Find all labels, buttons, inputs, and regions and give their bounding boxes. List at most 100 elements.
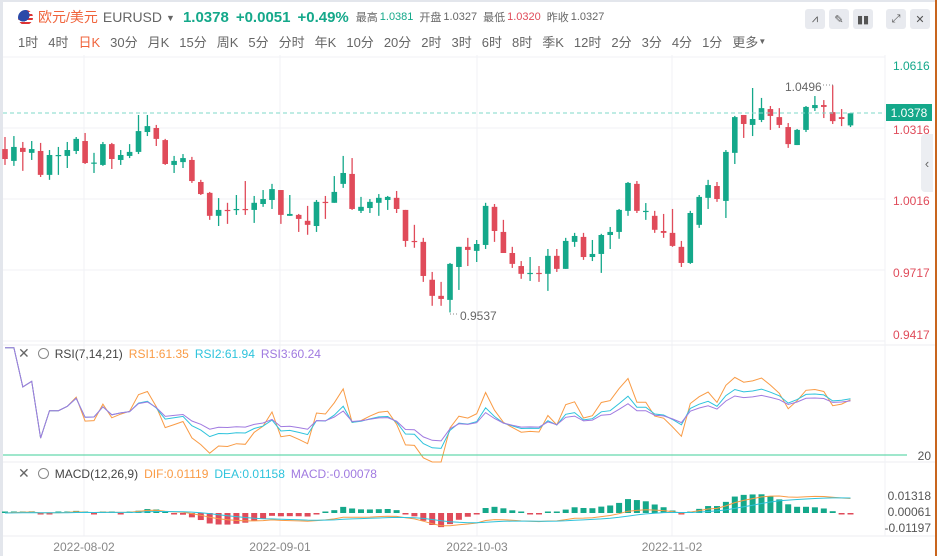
timeframe-12[interactable]: 2时 [421,35,442,50]
candle-body [411,240,418,243]
macd-histogram-bar [482,508,489,513]
dif-line [4,495,851,527]
macd-histogram-bar [598,506,605,513]
candle-body [438,295,444,299]
settings-icon[interactable] [37,348,49,359]
timeframe-3[interactable]: 30分 [110,35,138,50]
macd-axis: 0.01318 0.00061 -0.01197 [885,489,932,535]
candle [749,87,756,137]
candle-style-button[interactable]: ▮▮ [853,9,873,29]
candle [740,114,747,138]
candle-body [126,151,133,156]
timeframe-2[interactable]: 日K [78,35,101,50]
candle-body [785,127,791,145]
timeframe-9[interactable]: 年K [314,35,337,50]
chevron-down-icon[interactable]: ▼ [166,13,175,23]
candle-body [740,114,747,124]
timeframe-14[interactable]: 6时 [481,35,502,50]
macd-histogram-bar [625,499,631,513]
macd-histogram-bar [188,513,195,518]
timeframe-6[interactable]: 周K [216,35,239,50]
macd-histogram-bar [527,513,534,515]
macd-histogram-bar [366,509,373,513]
candle [447,262,453,313]
timeframe-7[interactable]: 5分 [248,35,269,50]
draw-icon: ✎ [834,13,844,26]
draw-button[interactable]: ✎ [829,9,849,29]
collapse-panel-button[interactable]: ‹ [921,134,933,192]
candle [393,190,400,213]
candle-style-icon: ▮▮ [856,13,870,26]
close-icon[interactable]: ✕ [18,465,30,481]
candle [242,181,249,215]
candle [803,105,809,133]
candle [767,105,774,130]
date-label: 2022-10-03 [446,540,508,554]
close-icon[interactable]: ✕ [18,345,30,361]
macd-histogram-bar [322,511,329,513]
last-price: 1.0378 [182,8,229,26]
macd-histogram-bar [820,508,827,513]
candle [536,266,542,282]
timeframe-21[interactable]: 1分 [702,35,723,50]
price-change: +0.0051 [235,8,291,26]
macd-histogram-bar [651,504,658,513]
candle-body [28,149,35,153]
frame-border [0,0,937,2]
candle [384,195,391,210]
timeframe-16[interactable]: 季K [542,35,564,50]
pair-code[interactable]: EURUSD [102,9,163,25]
macd-histogram-bar [2,511,8,513]
candle-body [367,201,373,209]
pair-name[interactable]: 欧元/美元 [38,9,98,25]
candle-body [295,214,302,219]
indicator-button[interactable]: ⩘ [805,9,825,29]
candle-body [545,255,551,274]
price-axis: 1.0616 1.0316 1.0016 0.9717 0.9417 [893,59,930,342]
candle-body [269,189,275,200]
timeframe-11[interactable]: 20分 [383,35,412,50]
macd-histogram-bar [500,508,507,513]
timeframe-15[interactable]: 8时 [511,35,533,50]
macd-histogram-bar [722,501,729,513]
candle [20,141,26,171]
macd-histogram-bar [705,506,712,513]
close-button[interactable]: ✕ [910,9,930,29]
macd-histogram-bar [838,513,845,515]
timeframe-4[interactable]: 月K [147,35,170,50]
timeframe-22[interactable]: 更多 [732,35,759,50]
timeframe-5[interactable]: 15分 [179,35,207,50]
fullscreen-button[interactable]: ⤢ [886,9,906,29]
low-marker: 0.9537 [460,309,497,323]
macd-histogram-bar [295,513,302,517]
timeframe-17[interactable]: 12时 [573,35,602,50]
candle-body [607,231,613,236]
timeframe-10[interactable]: 10分 [346,35,374,50]
timeframe-8[interactable]: 分时 [278,35,305,50]
candle [162,138,168,165]
candle [500,219,507,254]
timeframe-19[interactable]: 3分 [641,35,662,50]
candle [117,150,124,165]
candle-body [393,197,400,209]
rsi-header: ✕ RSI(7,14,21) RSI1:61.35 RSI2:61.94 RSI… [18,345,321,362]
timeframe-20[interactable]: 4分 [671,35,693,50]
macd-histogram-bar [678,513,685,515]
chevron-down-icon[interactable]: ▼ [758,37,767,46]
timeframe-1[interactable]: 4时 [48,35,69,50]
timeframe-0[interactable]: 1时 [18,35,39,50]
candle-body [447,263,453,300]
candle-body [91,162,97,164]
timeframe-13[interactable]: 3时 [451,35,472,50]
rsi3-line [5,347,851,442]
macd-pane [2,494,854,528]
candle [28,141,35,160]
settings-icon[interactable] [37,468,49,479]
candle-body [402,209,409,241]
timeframe-18[interactable]: 2分 [611,35,632,50]
candle [349,158,355,210]
candle-body [278,190,284,215]
candle-body [37,150,44,175]
macd-histogram-bar [544,511,551,513]
